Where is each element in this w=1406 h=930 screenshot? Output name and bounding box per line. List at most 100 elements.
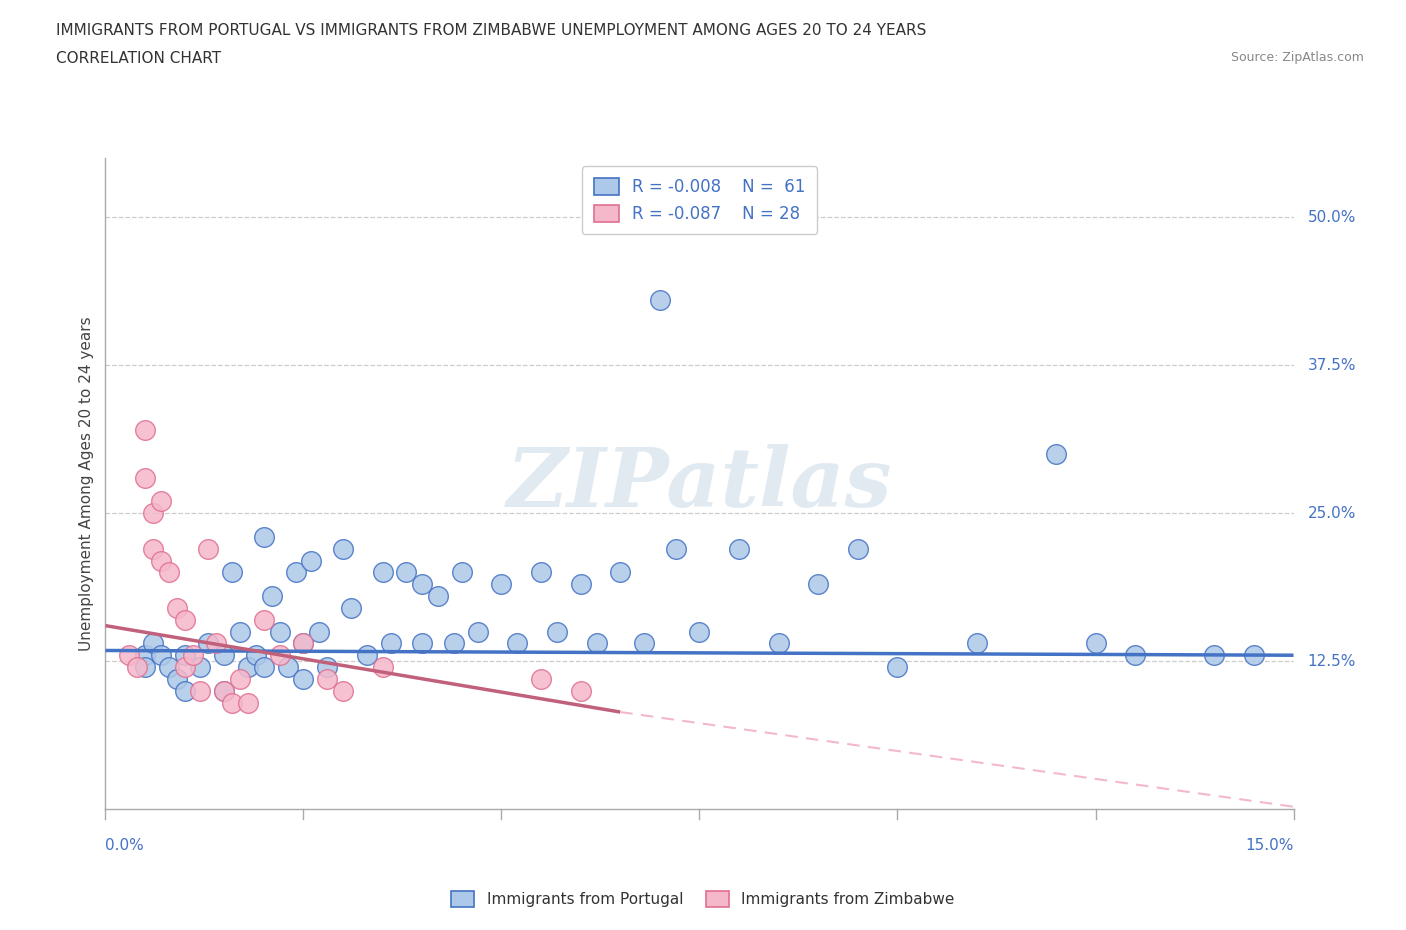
Point <box>236 659 259 674</box>
Point <box>253 659 276 674</box>
Point <box>491 577 513 591</box>
Point <box>134 471 156 485</box>
Point <box>173 684 195 698</box>
Point <box>157 659 180 674</box>
Point <box>166 671 188 686</box>
Point <box>966 636 988 651</box>
Point <box>190 684 212 698</box>
Point <box>292 636 315 651</box>
Point <box>284 565 307 579</box>
Point <box>546 624 568 639</box>
Point <box>371 659 394 674</box>
Point <box>190 659 212 674</box>
Point <box>205 636 228 651</box>
Point <box>633 636 655 651</box>
Point <box>134 648 156 663</box>
Point <box>229 671 252 686</box>
Point <box>236 695 259 710</box>
Point <box>395 565 418 579</box>
Point <box>1045 446 1067 461</box>
Point <box>292 636 315 651</box>
Point <box>260 589 283 604</box>
Text: 37.5%: 37.5% <box>1308 358 1357 373</box>
Point <box>299 553 322 568</box>
Point <box>173 612 195 627</box>
Point <box>149 494 172 509</box>
Point <box>427 589 450 604</box>
Point <box>221 565 243 579</box>
Point <box>506 636 529 651</box>
Point <box>530 671 553 686</box>
Point <box>1123 648 1146 663</box>
Point <box>118 648 141 663</box>
Point <box>665 541 688 556</box>
Point <box>214 648 236 663</box>
Point <box>728 541 751 556</box>
Point <box>340 601 363 616</box>
Point <box>1243 648 1265 663</box>
Point <box>127 659 149 674</box>
Point <box>846 541 869 556</box>
Text: Source: ZipAtlas.com: Source: ZipAtlas.com <box>1230 51 1364 64</box>
Point <box>166 601 188 616</box>
Point <box>245 648 267 663</box>
Point <box>689 624 711 639</box>
Point <box>197 541 219 556</box>
Point <box>134 659 156 674</box>
Text: 50.0%: 50.0% <box>1308 210 1357 225</box>
Point <box>450 565 472 579</box>
Point <box>253 612 276 627</box>
Point <box>1204 648 1226 663</box>
Point <box>173 648 195 663</box>
Text: 0.0%: 0.0% <box>105 839 145 854</box>
Text: 15.0%: 15.0% <box>1246 839 1294 854</box>
Point <box>768 636 790 651</box>
Point <box>356 648 378 663</box>
Point <box>229 624 252 639</box>
Point <box>149 648 172 663</box>
Point <box>1084 636 1107 651</box>
Point <box>332 684 354 698</box>
Point <box>807 577 830 591</box>
Point <box>269 624 291 639</box>
Point <box>411 636 433 651</box>
Point <box>253 529 276 544</box>
Point <box>530 565 553 579</box>
Legend: Immigrants from Portugal, Immigrants from Zimbabwe: Immigrants from Portugal, Immigrants fro… <box>446 884 960 913</box>
Point <box>149 553 172 568</box>
Point <box>134 423 156 438</box>
Point <box>142 541 165 556</box>
Point <box>221 695 243 710</box>
Point <box>569 684 592 698</box>
Point <box>332 541 354 556</box>
Point <box>269 648 291 663</box>
Text: IMMIGRANTS FROM PORTUGAL VS IMMIGRANTS FROM ZIMBABWE UNEMPLOYMENT AMONG AGES 20 : IMMIGRANTS FROM PORTUGAL VS IMMIGRANTS F… <box>56 23 927 38</box>
Point <box>316 671 339 686</box>
Point <box>380 636 402 651</box>
Point <box>292 671 315 686</box>
Y-axis label: Unemployment Among Ages 20 to 24 years: Unemployment Among Ages 20 to 24 years <box>79 316 94 651</box>
Point <box>316 659 339 674</box>
Text: CORRELATION CHART: CORRELATION CHART <box>56 51 221 66</box>
Point <box>585 636 607 651</box>
Point <box>443 636 465 651</box>
Point <box>142 636 165 651</box>
Point <box>371 565 394 579</box>
Point <box>411 577 433 591</box>
Point <box>886 659 908 674</box>
Text: 25.0%: 25.0% <box>1308 506 1357 521</box>
Legend: R = -0.008    N =  61, R = -0.087    N = 28: R = -0.008 N = 61, R = -0.087 N = 28 <box>582 166 817 234</box>
Point <box>157 565 180 579</box>
Point <box>308 624 330 639</box>
Point <box>467 624 489 639</box>
Point <box>214 684 236 698</box>
Point <box>197 636 219 651</box>
Point <box>142 506 165 521</box>
Point <box>277 659 299 674</box>
Text: 12.5%: 12.5% <box>1308 654 1357 669</box>
Point <box>214 684 236 698</box>
Text: ZIPatlas: ZIPatlas <box>506 444 893 524</box>
Point <box>609 565 631 579</box>
Point <box>173 659 195 674</box>
Point <box>569 577 592 591</box>
